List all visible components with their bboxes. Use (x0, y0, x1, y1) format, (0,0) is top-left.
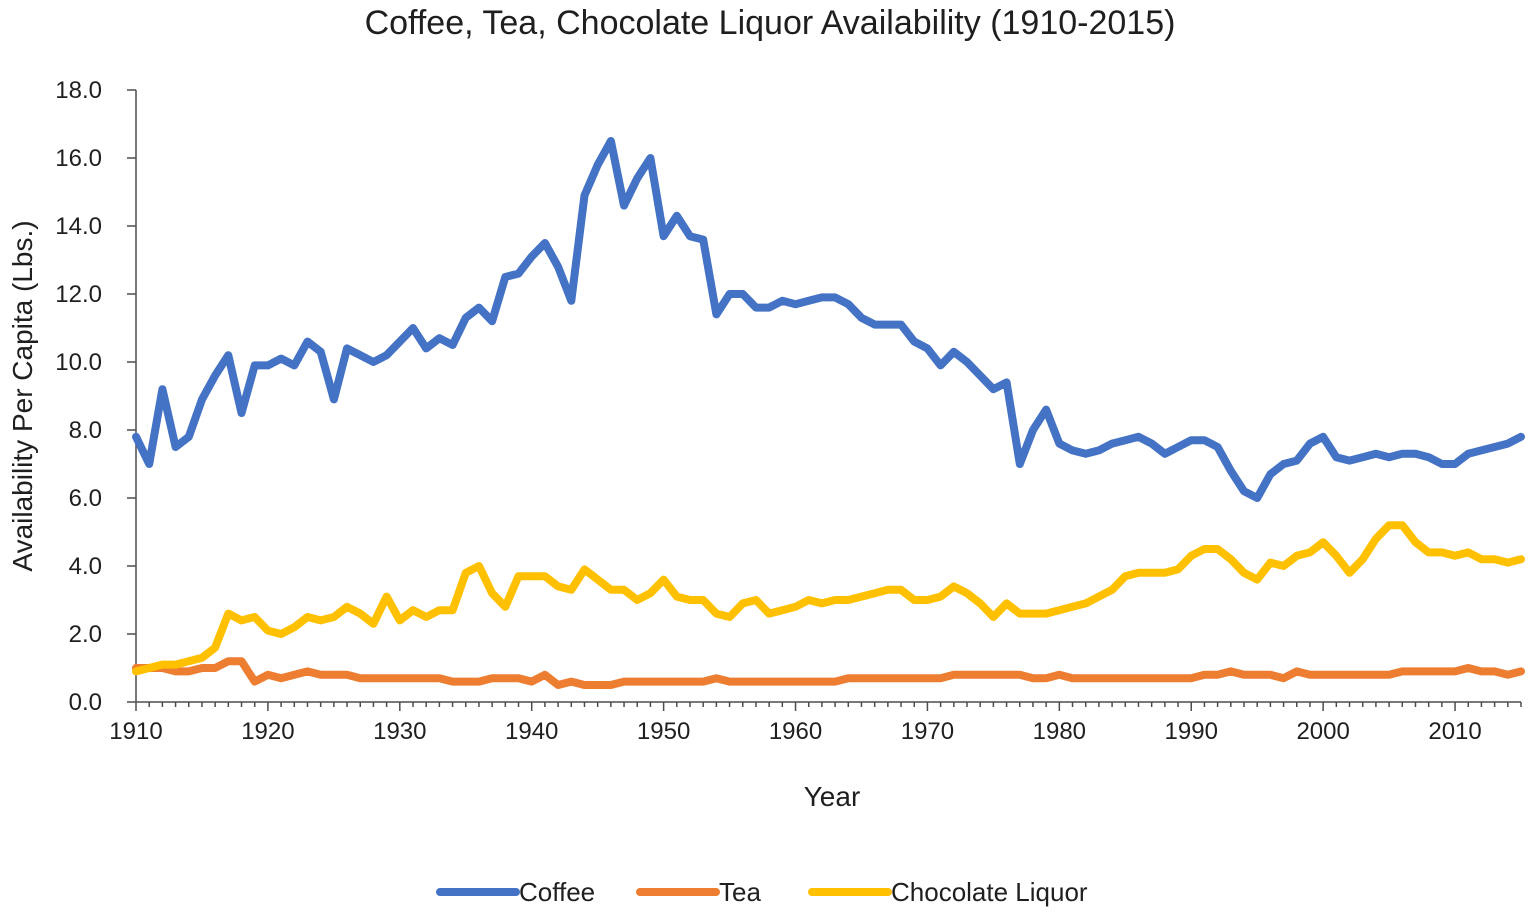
y-tick-label: 6.0 (69, 485, 102, 512)
legend-label-chocolate-liquor: Chocolate Liquor (891, 877, 1088, 907)
y-tick-label: 4.0 (69, 553, 102, 580)
x-tick-label: 1960 (769, 718, 822, 745)
y-tick-label: 10.0 (55, 349, 102, 376)
legend-label-tea: Tea (719, 877, 761, 907)
x-tick-label: 1970 (901, 718, 954, 745)
x-axis-label: Year (804, 781, 861, 812)
y-tick-label: 16.0 (55, 145, 102, 172)
x-tick-label: 2010 (1428, 718, 1481, 745)
x-tick-label: 1930 (373, 718, 426, 745)
y-axis-label: Availability Per Capita (Lbs.) (7, 220, 38, 571)
y-tick-label: 14.0 (55, 213, 102, 240)
series-line-tea (132, 657, 1525, 689)
series-line-chocolate-liquor (132, 521, 1525, 676)
y-tick-label: 18.0 (55, 77, 102, 104)
legend-label-coffee: Coffee (519, 877, 595, 907)
x-tick-label: 1920 (241, 718, 294, 745)
x-axis: 1910 1920 1930 1940 1950 1960 1970 1980 1990 2000… (109, 702, 1522, 745)
x-tick-label: 1990 (1165, 718, 1218, 745)
y-tick-label: 2.0 (69, 621, 102, 648)
x-tick-label: 1950 (637, 718, 690, 745)
legend: Coffee Tea Chocolate Liquor (436, 877, 1088, 907)
y-tick-label: 0.0 (69, 689, 102, 716)
chart-title: Coffee, Tea, Chocolate Liquor Availabili… (365, 4, 1176, 42)
y-tick-label: 8.0 (69, 417, 102, 444)
y-axis: 0.0 2.0 4.0 6.0 8.0 10.0 12.0 14.0 16.0 18.0 (55, 77, 136, 716)
x-tick-label: 1940 (505, 718, 558, 745)
series-group (132, 137, 1525, 689)
series-line-coffee (132, 137, 1525, 502)
x-tick-label: 1980 (1033, 718, 1086, 745)
x-tick-label: 1910 (109, 718, 162, 745)
y-tick-label: 12.0 (55, 281, 102, 308)
x-tick-label: 2000 (1296, 718, 1349, 745)
